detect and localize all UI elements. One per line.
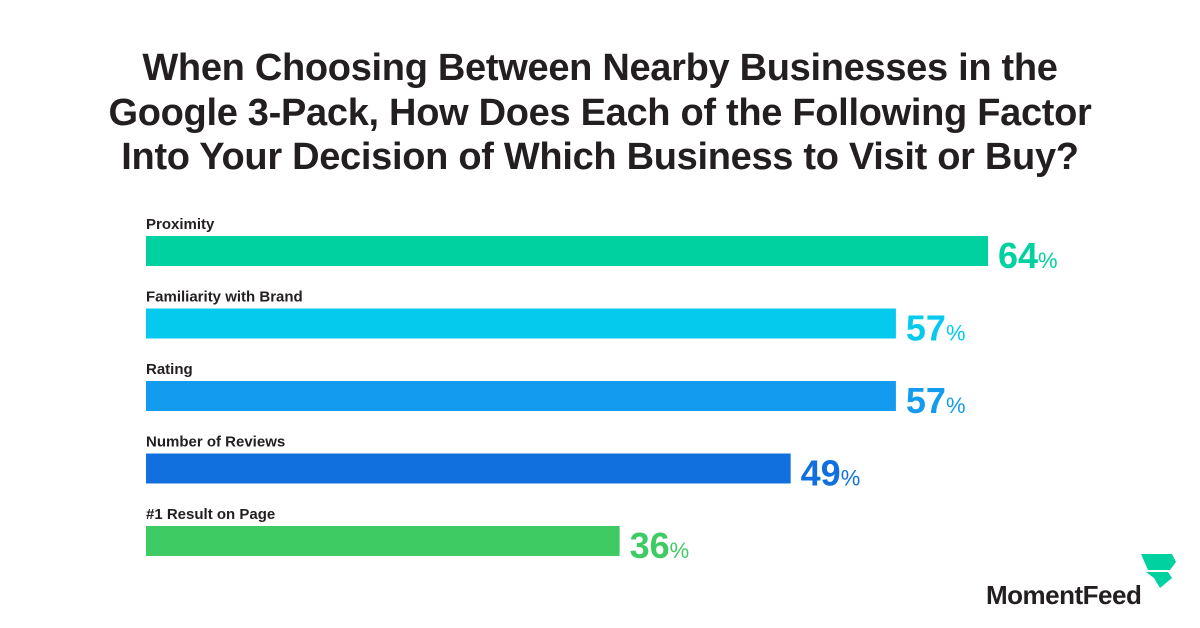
bar	[146, 453, 791, 484]
chart-title: When Choosing Between Nearby Businesses …	[0, 46, 1200, 180]
bar	[146, 381, 896, 411]
category-label: #1 Result on Page	[146, 506, 275, 523]
category-label: Number of Reviews	[146, 434, 285, 451]
percent-sign: %	[946, 321, 966, 346]
value-label: 64%	[998, 235, 1058, 276]
bar	[146, 526, 620, 556]
title-line: Google 3-Pack, How Does Each of the Foll…	[108, 91, 1092, 134]
value-label: 57%	[906, 308, 966, 349]
bar	[146, 236, 988, 266]
value-label: 49%	[801, 453, 861, 494]
title-line: When Choosing Between Nearby Businesses …	[142, 47, 1058, 89]
category-label: Proximity	[146, 216, 215, 233]
logo-text: MomentFeed	[986, 580, 1142, 610]
title-line: Into Your Decision of Which Business to …	[121, 136, 1079, 178]
momentfeed-logo: MomentFeed	[986, 552, 1176, 612]
logo-icon	[1141, 554, 1176, 588]
value-label: 57%	[906, 380, 966, 421]
category-label: Familiarity with Brand	[146, 289, 303, 306]
percent-sign: %	[841, 466, 861, 491]
bar	[146, 308, 896, 339]
percent-sign: %	[1038, 248, 1058, 273]
category-label: Rating	[146, 361, 193, 378]
value-label: 36%	[630, 525, 690, 566]
percent-sign: %	[670, 538, 690, 563]
percent-sign: %	[946, 393, 966, 418]
